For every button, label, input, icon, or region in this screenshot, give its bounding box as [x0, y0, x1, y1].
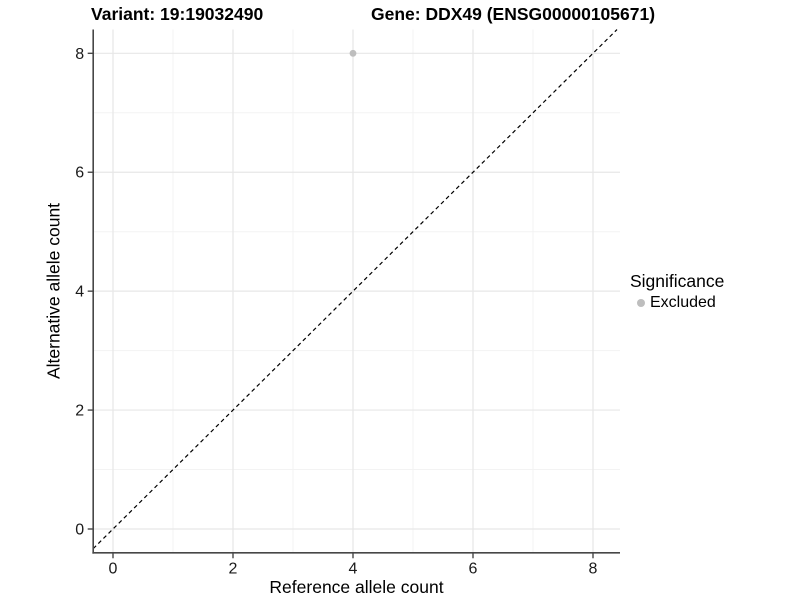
x-tick-label: 6 — [469, 560, 478, 577]
y-axis-title: Alternative allele count — [43, 202, 64, 380]
y-tick-label: 2 — [75, 403, 84, 420]
excluded-point-icon — [637, 298, 645, 307]
y-tick-label: 0 — [75, 522, 84, 539]
legend: Significance Excluded — [630, 271, 724, 312]
x-tick-label: 0 — [109, 560, 118, 577]
data-point — [349, 49, 357, 57]
x-tick-label: 8 — [589, 560, 598, 577]
x-tick-label: 4 — [349, 560, 358, 577]
variant-title: Variant: 19:19032490 — [91, 4, 264, 24]
legend-entry-excluded: Excluded — [630, 293, 724, 312]
y-tick-label: 8 — [75, 46, 84, 63]
gene-title: Gene: DDX49 (ENSG00000105671) — [371, 4, 656, 24]
identity-line — [92, 29, 618, 550]
x-tick-label: 2 — [229, 560, 238, 577]
y-tick-label: 4 — [75, 284, 84, 301]
legend-entry-label: Excluded — [650, 294, 716, 311]
x-axis-title: Reference allele count — [269, 577, 444, 597]
y-tick-label: 6 — [75, 165, 84, 182]
legend-title: Significance — [630, 271, 725, 291]
